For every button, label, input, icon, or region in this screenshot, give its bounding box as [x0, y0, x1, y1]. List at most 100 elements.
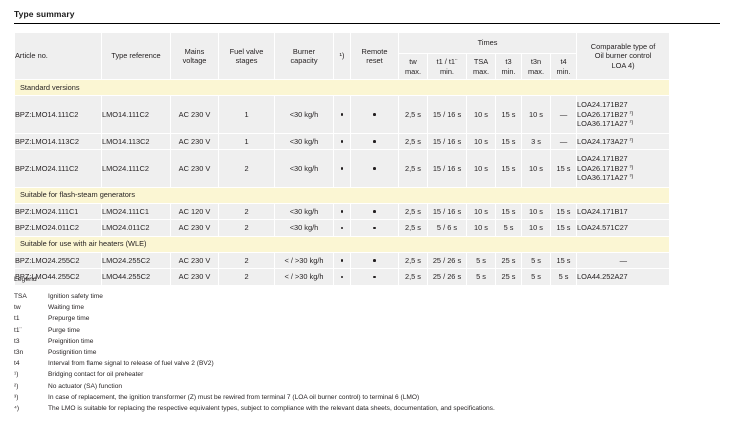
page-header: Type summary	[14, 9, 720, 24]
legend-row: ¹) Bridging contact for oil preheater	[14, 371, 714, 382]
comparable-line: LOA24.571C27	[577, 223, 628, 232]
legend-description: No actuator (SA) function	[48, 382, 123, 390]
cell-bridging-contact	[334, 252, 350, 268]
cell-burner-capacity: <30 kg/h	[275, 96, 333, 133]
header-t1-line2: min.	[440, 66, 454, 76]
cell-type-reference: LMO14.113C2	[102, 133, 170, 149]
cell-t3: 15 s	[496, 150, 521, 187]
legend-key: tw	[14, 304, 21, 312]
legend-description: The LMO is suitable for replacing the re…	[48, 404, 495, 412]
section-banner-row: Suitable for flash-steam generators	[15, 187, 670, 203]
legend-row: TSA Ignition safety time	[14, 293, 714, 304]
cell-mains-voltage: AC 230 V	[171, 96, 218, 133]
bullet-dot-icon	[373, 259, 376, 262]
cell-article-no: BPZ:LMO24.255C2	[15, 252, 101, 268]
bullet-dot-icon	[340, 140, 344, 143]
cell-burner-capacity: <30 kg/h	[275, 150, 333, 187]
cell-t1: 25 / 26 s	[428, 252, 466, 268]
header-type-reference: Type reference	[102, 33, 170, 79]
cell-fuel-valve-stages: 1	[219, 133, 274, 149]
header-tsa-line1: TSA	[473, 57, 489, 66]
cell-bridging-contact	[334, 133, 350, 149]
header-t1-line1: t1 / t1¨	[436, 57, 458, 66]
cell-t3: 25 s	[496, 252, 521, 268]
cell-tw: 2,5 s	[399, 220, 427, 236]
header-t3-line1: t3	[505, 57, 512, 66]
header-comparable-line2: Oil burner control	[594, 51, 652, 61]
header-remote-reset-line1: Remote	[361, 46, 388, 56]
legend-row: ²) No actuator (SA) function	[14, 383, 714, 394]
table-row: BPZ:LMO14.113C2 LMO14.113C2 AC 230 V 1 <30 k…	[15, 133, 670, 149]
cell-mains-voltage: AC 230 V	[171, 150, 218, 187]
cell-type-reference: LMO24.255C2	[102, 252, 170, 268]
header-row-sub: tw max. t1 / t1¨ min. TSA max. t3 min. t…	[15, 54, 669, 79]
cell-fuel-valve-stages: 2	[219, 150, 274, 187]
cell-bridging-contact	[334, 203, 350, 219]
cell-bridging-contact	[334, 150, 350, 187]
header-mains-voltage-line2: voltage	[182, 56, 207, 65]
header-fuel-valve-line2: stages	[235, 56, 258, 65]
section-banner-row: Standard versions	[15, 80, 670, 95]
legend-row: t1¨ Purge time	[14, 327, 714, 338]
cell-comparable-type: LOA24.173A27 ²)	[577, 133, 670, 149]
header-remote-reset: Remote reset	[351, 33, 398, 79]
cell-t3n: 5 s	[522, 252, 550, 268]
header-tsa-line2: max.	[472, 66, 489, 76]
legend-block: Legend TSA Ignition safety time tw Waiting …	[14, 276, 720, 416]
comparable-line: LOA26.171B27 ²)	[577, 109, 634, 119]
cell-comparable-type: LOA24.171B17	[577, 203, 670, 219]
table-row: BPZ:LMO14.111C2 LMO14.111C2 AC 230 V 1 <30 k…	[15, 96, 670, 133]
cell-mains-voltage: AC 230 V	[171, 269, 218, 285]
table-body: Standard versions BPZ:LMO14.111C2 LMO14.11…	[15, 80, 670, 285]
cell-t3: 15 s	[496, 203, 521, 219]
header-tw: tw max.	[399, 54, 427, 79]
cell-type-reference: LMO14.111C2	[102, 96, 170, 133]
cell-comparable-type: LOA44.252A27	[577, 269, 670, 285]
header-remote-reset-line2: reset	[366, 56, 383, 65]
header-t4-line2: min.	[556, 66, 571, 76]
section-banner-row: Suitable for use with air heaters (WLE)	[15, 236, 670, 252]
bullet-dot-icon	[340, 210, 344, 213]
cell-tw: 2,5 s	[399, 150, 427, 187]
header-fuel-valve-stages: Fuel valve stages	[219, 33, 274, 79]
comparable-line: LOA36.171A27 ²)	[577, 119, 634, 128]
legend-row: t1 Prepurge time	[14, 315, 714, 326]
header-burner-capacity: Burner capacity	[275, 33, 333, 79]
cell-tsa: 10 s	[467, 203, 495, 219]
cell-remote-reset	[351, 96, 398, 133]
cell-comparable-type: LOA24.171B27 LOA26.171B27 ²) LOA36.171A27 …	[577, 96, 670, 133]
legend-description: Postignition time	[48, 348, 97, 356]
legend-description: Purge time	[48, 326, 80, 334]
cell-t4: 15 s	[551, 150, 577, 187]
header-bridging-footnote: ¹)	[334, 33, 350, 79]
cell-type-reference: LMO24.111C1	[102, 203, 170, 219]
cell-comparable-type: LOA24.571C27	[577, 220, 670, 236]
bullet-dot-icon	[340, 275, 344, 279]
cell-t3: 15 s	[496, 96, 521, 133]
section-banner-label: Suitable for flash-steam generators	[15, 187, 670, 203]
cell-t4: —	[551, 96, 577, 133]
table-row: BPZ:LMO44.255C2 LMO44.255C2 AC 230 V 2 < / >…	[15, 269, 670, 285]
header-comparable-line3: LOA 4)	[611, 60, 635, 70]
legend-description: Interval from flame signal to release of…	[48, 360, 214, 368]
bullet-dot-icon	[373, 167, 376, 170]
header-burner-capacity-line1: Burner	[292, 46, 316, 56]
title-divider	[14, 23, 720, 24]
cell-fuel-valve-stages: 2	[219, 269, 274, 285]
cell-t1: 15 / 16 s	[428, 96, 466, 133]
table-row: BPZ:LMO24.255C2 LMO24.255C2 AC 230 V 2 < / >…	[15, 252, 670, 268]
cell-t1: 25 / 26 s	[428, 269, 466, 285]
legend-key: ⁴)	[14, 404, 20, 412]
header-comparable-type: Comparable type of Oil burner control LO…	[577, 33, 670, 79]
legend-row: t3 Preignition time	[14, 338, 714, 349]
comparable-line: LOA24.171B27	[577, 100, 628, 109]
cell-burner-capacity: <30 kg/h	[275, 203, 333, 219]
legend-row: ⁴) The LMO is suitable for replacing the …	[14, 405, 714, 416]
legend-row: ³) In case of replacement, the ignition t…	[14, 394, 714, 405]
cell-burner-capacity: < / >30 kg/h	[275, 252, 333, 268]
cell-t3: 15 s	[496, 133, 521, 149]
table-row: BPZ:LMO24.111C1 LMO24.111C1 AC 120 V 2 <30 k…	[15, 203, 670, 219]
comparable-line: LOA36.171A27 ³)	[577, 173, 634, 182]
cell-tsa: 10 s	[467, 220, 495, 236]
legend-heading: Legend	[14, 276, 37, 283]
